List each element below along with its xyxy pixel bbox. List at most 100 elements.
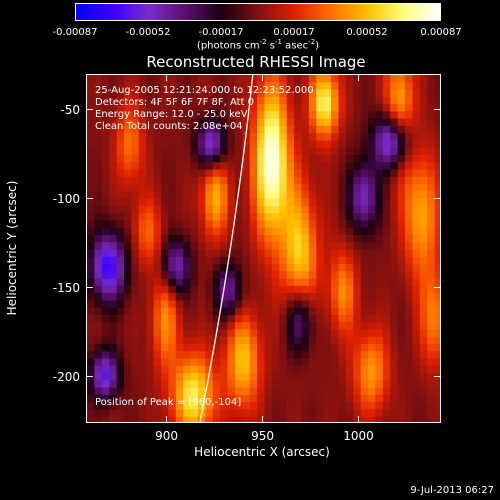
heatmap-cell [160,205,169,214]
heatmap-cell [87,242,95,251]
heatmap-cell [301,249,310,258]
heatmap-cell [331,198,340,207]
heatmap-cell [131,198,140,207]
heatmap-cell [345,373,354,381]
heatmap-cell [360,387,369,396]
heatmap-cell [234,285,243,294]
heatmap-cell [382,249,391,258]
heatmap-cell [146,82,155,91]
heatmap-cell [249,322,258,331]
heatmap-cell [87,234,95,243]
heatmap-cell [205,307,214,316]
heatmap-cell [360,205,369,214]
heatmap-cell [375,358,384,367]
heatmap-cell [190,162,199,171]
heatmap-cell [301,242,310,251]
heatmap-cell [353,285,362,294]
heatmap-cell [242,358,251,367]
heatmap-cell [434,249,440,258]
info-peak-position: Position of Peak = [960,-104] [95,397,242,408]
heatmap-cell [249,198,258,207]
heatmap-cell [234,234,243,243]
heatmap-cell [368,198,377,207]
heatmap-cell [227,249,236,258]
heatmap-cell [153,234,162,243]
heatmap-cell [397,351,406,360]
heatmap-cell [368,220,377,229]
heatmap-cell [131,344,140,352]
heatmap-cell [353,314,362,323]
heatmap-cell [360,198,369,207]
heatmap-cell [220,344,229,352]
heatmap-cell [257,96,266,105]
heatmap-cell [286,329,295,338]
heatmap-cell [397,104,406,112]
heatmap-cell [323,365,332,374]
heatmap-cell [316,118,325,127]
heatmap-cell [87,344,95,352]
heatmap-cell [412,118,421,127]
heatmap-cell [397,380,406,389]
heatmap-cell [331,191,340,200]
heatmap-cell [116,278,125,287]
heatmap-cell [382,205,391,214]
heatmap-cell [382,191,391,200]
heatmap-cell [197,154,206,163]
heatmap-cell [368,373,377,381]
heatmap-cell [87,125,95,134]
heatmap-cell [427,373,436,381]
heatmap-cell [183,198,192,207]
colorbar-tick-label: -0.00017 [198,27,244,38]
heatmap-cell [160,300,169,309]
heatmap-cell [397,75,406,83]
heatmap-cell [153,344,162,352]
heatmap-cell [271,133,280,142]
heatmap-cell [190,154,199,163]
heatmap-cell [94,184,103,192]
heatmap-cell [87,336,95,345]
heatmap-cell [301,198,310,207]
heatmap-cell [323,300,332,309]
heatmap-cell [87,82,95,91]
heatmap-cell [146,373,155,381]
heatmap-cell [131,394,140,403]
heatmap-cell [131,351,140,360]
heatmap-cell [323,249,332,258]
heatmap-cell [308,191,317,200]
heatmap-cell [257,227,266,236]
heatmap-cell [183,75,192,83]
heatmap-cell [94,256,103,265]
heatmap-cell [419,104,428,112]
heatmap-cell [116,104,125,112]
heatmap-cell [205,394,214,403]
heatmap-cell [353,365,362,374]
heatmap-cell [146,416,155,422]
heatmap-cell [160,176,169,185]
heatmap-cell [353,133,362,142]
heatmap-cell [353,213,362,222]
heatmap-cell [434,234,440,243]
heatmap-cell [168,198,177,207]
heatmap-cell [138,336,147,345]
heatmap-cell [146,227,155,236]
heatmap-cell [427,184,436,192]
heatmap-cell [168,125,177,134]
heatmap-cell [434,278,440,287]
heatmap-cell [123,300,132,309]
heatmap-cell [419,293,428,301]
heatmap-cell [360,314,369,323]
heatmap-cell [146,140,155,149]
heatmap-cell [419,300,428,309]
heatmap-cell [375,191,384,200]
heatmap-cell [316,184,325,192]
heatmap-cell [382,111,391,120]
heatmap-cell [131,118,140,127]
heatmap-cell [146,285,155,294]
heatmap-cell [353,176,362,185]
heatmap-cell [190,89,199,98]
heatmap-cell [116,314,125,323]
heatmap-cell [345,242,354,251]
heatmap-cell [345,285,354,294]
heatmap-cell [271,307,280,316]
heatmap-cell [397,234,406,243]
